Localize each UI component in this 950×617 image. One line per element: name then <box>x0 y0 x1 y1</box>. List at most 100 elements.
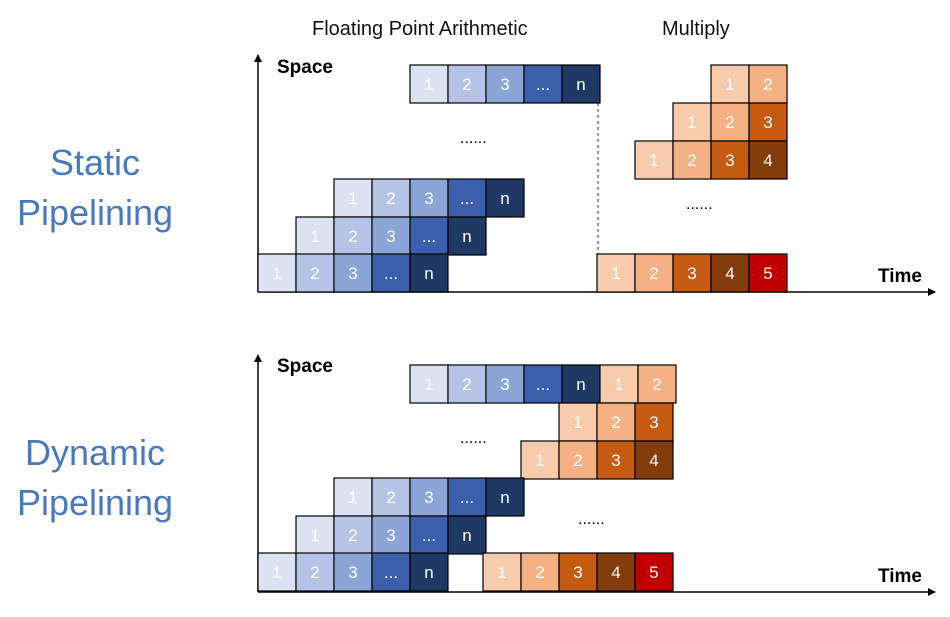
pipeline-cell <box>485 477 525 517</box>
pipeline-cell-label: 3 <box>386 227 395 246</box>
pipeline-cell-label: n <box>500 488 509 507</box>
dynamic-mul-row-2: 1 2 3 <box>558 402 674 442</box>
static-fp-row-3: 1 2 3... n <box>295 216 487 256</box>
pipeline-cell-label: 4 <box>763 151 772 170</box>
static-time-axis-label: Time <box>878 266 922 287</box>
pipeline-cell <box>599 364 639 404</box>
pipeline-cell <box>634 552 674 592</box>
pipeline-cell-label: 3 <box>611 451 620 470</box>
dynamic-pipelining-title: Dynamic Pipelining <box>0 428 195 528</box>
pipeline-cell <box>257 552 297 592</box>
pipeline-cell-label: 2 <box>535 563 544 582</box>
pipeline-cell-label: 3 <box>763 113 772 132</box>
pipeline-cell <box>447 364 487 404</box>
pipeline-cell-label: 3 <box>386 526 395 545</box>
pipeline-cell <box>447 178 487 218</box>
pipeline-cell <box>295 216 335 256</box>
pipeline-cell-label: 1 <box>573 413 582 432</box>
pipeline-cell <box>485 364 525 404</box>
static-mul-row-bottom: 1 2 3 4 5 <box>596 253 788 293</box>
pipeline-cell-label: 2 <box>763 75 772 94</box>
pipeline-cell <box>257 253 297 293</box>
pipeline-cell <box>634 440 674 480</box>
pipeline-cell-label: 1 <box>310 227 319 246</box>
pipeline-cell <box>672 140 712 180</box>
pipeline-cell-label: 1 <box>649 151 658 170</box>
pipeline-cell <box>409 364 449 404</box>
pipeline-cell-label: 4 <box>649 451 658 470</box>
pipeline-cell <box>596 253 636 293</box>
pipeline-cell-label: 5 <box>649 563 658 582</box>
pipeline-cell <box>333 477 373 517</box>
pipeline-cell-label: 3 <box>725 151 734 170</box>
pipeline-cell <box>371 477 411 517</box>
pipeline-cell-label: 2 <box>386 488 395 507</box>
pipeline-cell <box>409 253 449 293</box>
pipeline-cell-label: 3 <box>424 189 433 208</box>
pipeline-cell <box>447 477 487 517</box>
pipeline-cell <box>333 552 373 592</box>
labels-layer: Space Time............ Space Time..........… <box>277 57 922 587</box>
static-pipelining-title: Static Pipelining <box>0 138 195 238</box>
dynamic-mul-row-bottom: 1 2 3 4 5 <box>482 552 674 592</box>
multiply-header: Multiply <box>662 18 730 40</box>
pipeline-cell <box>485 64 525 104</box>
pipeline-cell-label: 1 <box>424 75 433 94</box>
dynamic-mul-row-3: 1 2 3 4 <box>520 440 674 480</box>
dynamic-space-axis-label: Space <box>277 356 333 377</box>
pipeline-cell-label: 1 <box>348 189 357 208</box>
pipeline-cell-label: n <box>424 563 433 582</box>
pipeline-cell <box>523 364 563 404</box>
dynamic-title-line2: Pipelining <box>16 482 174 523</box>
pipeline-cell-label: 3 <box>500 375 509 394</box>
pipeline-cell <box>523 64 563 104</box>
dynamic-time-axis-label: Time <box>878 566 922 587</box>
pipeline-cell-label: 3 <box>348 563 357 582</box>
pipeline-cell <box>447 64 487 104</box>
pipeline-cell-label: 2 <box>348 227 357 246</box>
pipeline-cell <box>558 402 598 442</box>
pipeline-cell-label: 1 <box>614 375 623 394</box>
pipeline-cell-label: 1 <box>687 113 696 132</box>
pipeline-cell <box>333 515 373 555</box>
pipeline-cell-label: 4 <box>725 264 734 283</box>
pipeline-cell-label: 3 <box>500 75 509 94</box>
pipeline-cell <box>520 552 560 592</box>
pipeline-cell-label: n <box>462 526 471 545</box>
pipeline-cell <box>295 552 335 592</box>
pipeline-cell <box>447 515 487 555</box>
pipeline-cell-label: n <box>424 264 433 283</box>
dynamic-fp-row-top: 1 2 3... n 1 2 <box>409 364 677 404</box>
pipeline-cell-label: 2 <box>462 75 471 94</box>
pipeline-cell-label: 1 <box>424 375 433 394</box>
pipeline-cell-label: 1 <box>272 264 281 283</box>
pipeline-cell-label: 2 <box>649 264 658 283</box>
pipeline-cell-label: 1 <box>497 563 506 582</box>
dynamic-title-line1: Dynamic <box>24 432 166 473</box>
pipeline-cell-label: 2 <box>687 151 696 170</box>
pipeline-cell-label: 1 <box>348 488 357 507</box>
pipeline-cell-label: 3 <box>573 563 582 582</box>
pipeline-cell <box>485 178 525 218</box>
pipeline-cell-label: 2 <box>310 264 319 283</box>
pipeline-cell <box>710 253 750 293</box>
static-space-axis-label: Space <box>277 57 333 78</box>
dynamic-fp-row-2: 1 2 3... n <box>333 477 525 517</box>
pipeline-cell-label: ... <box>384 264 398 283</box>
pipeline-cell-label: n <box>576 375 585 394</box>
pipeline-cell-label: ... <box>422 526 436 545</box>
pipeline-cell <box>748 253 788 293</box>
pipeline-cell-label: n <box>500 189 509 208</box>
pipeline-cell-label: 2 <box>725 113 734 132</box>
pipeline-cell-label: 2 <box>652 375 661 394</box>
dynamic-fp-row-bottom: 1 2 3... n <box>257 552 449 592</box>
pipeline-cell-label: 2 <box>310 563 319 582</box>
dynamic-ellipsis-0: ...... <box>460 430 487 447</box>
pipeline-cell <box>596 440 636 480</box>
pipeline-cell <box>409 216 449 256</box>
pipeline-cell <box>447 216 487 256</box>
pipeline-cell-label: 2 <box>348 526 357 545</box>
pipeline-cell <box>371 515 411 555</box>
